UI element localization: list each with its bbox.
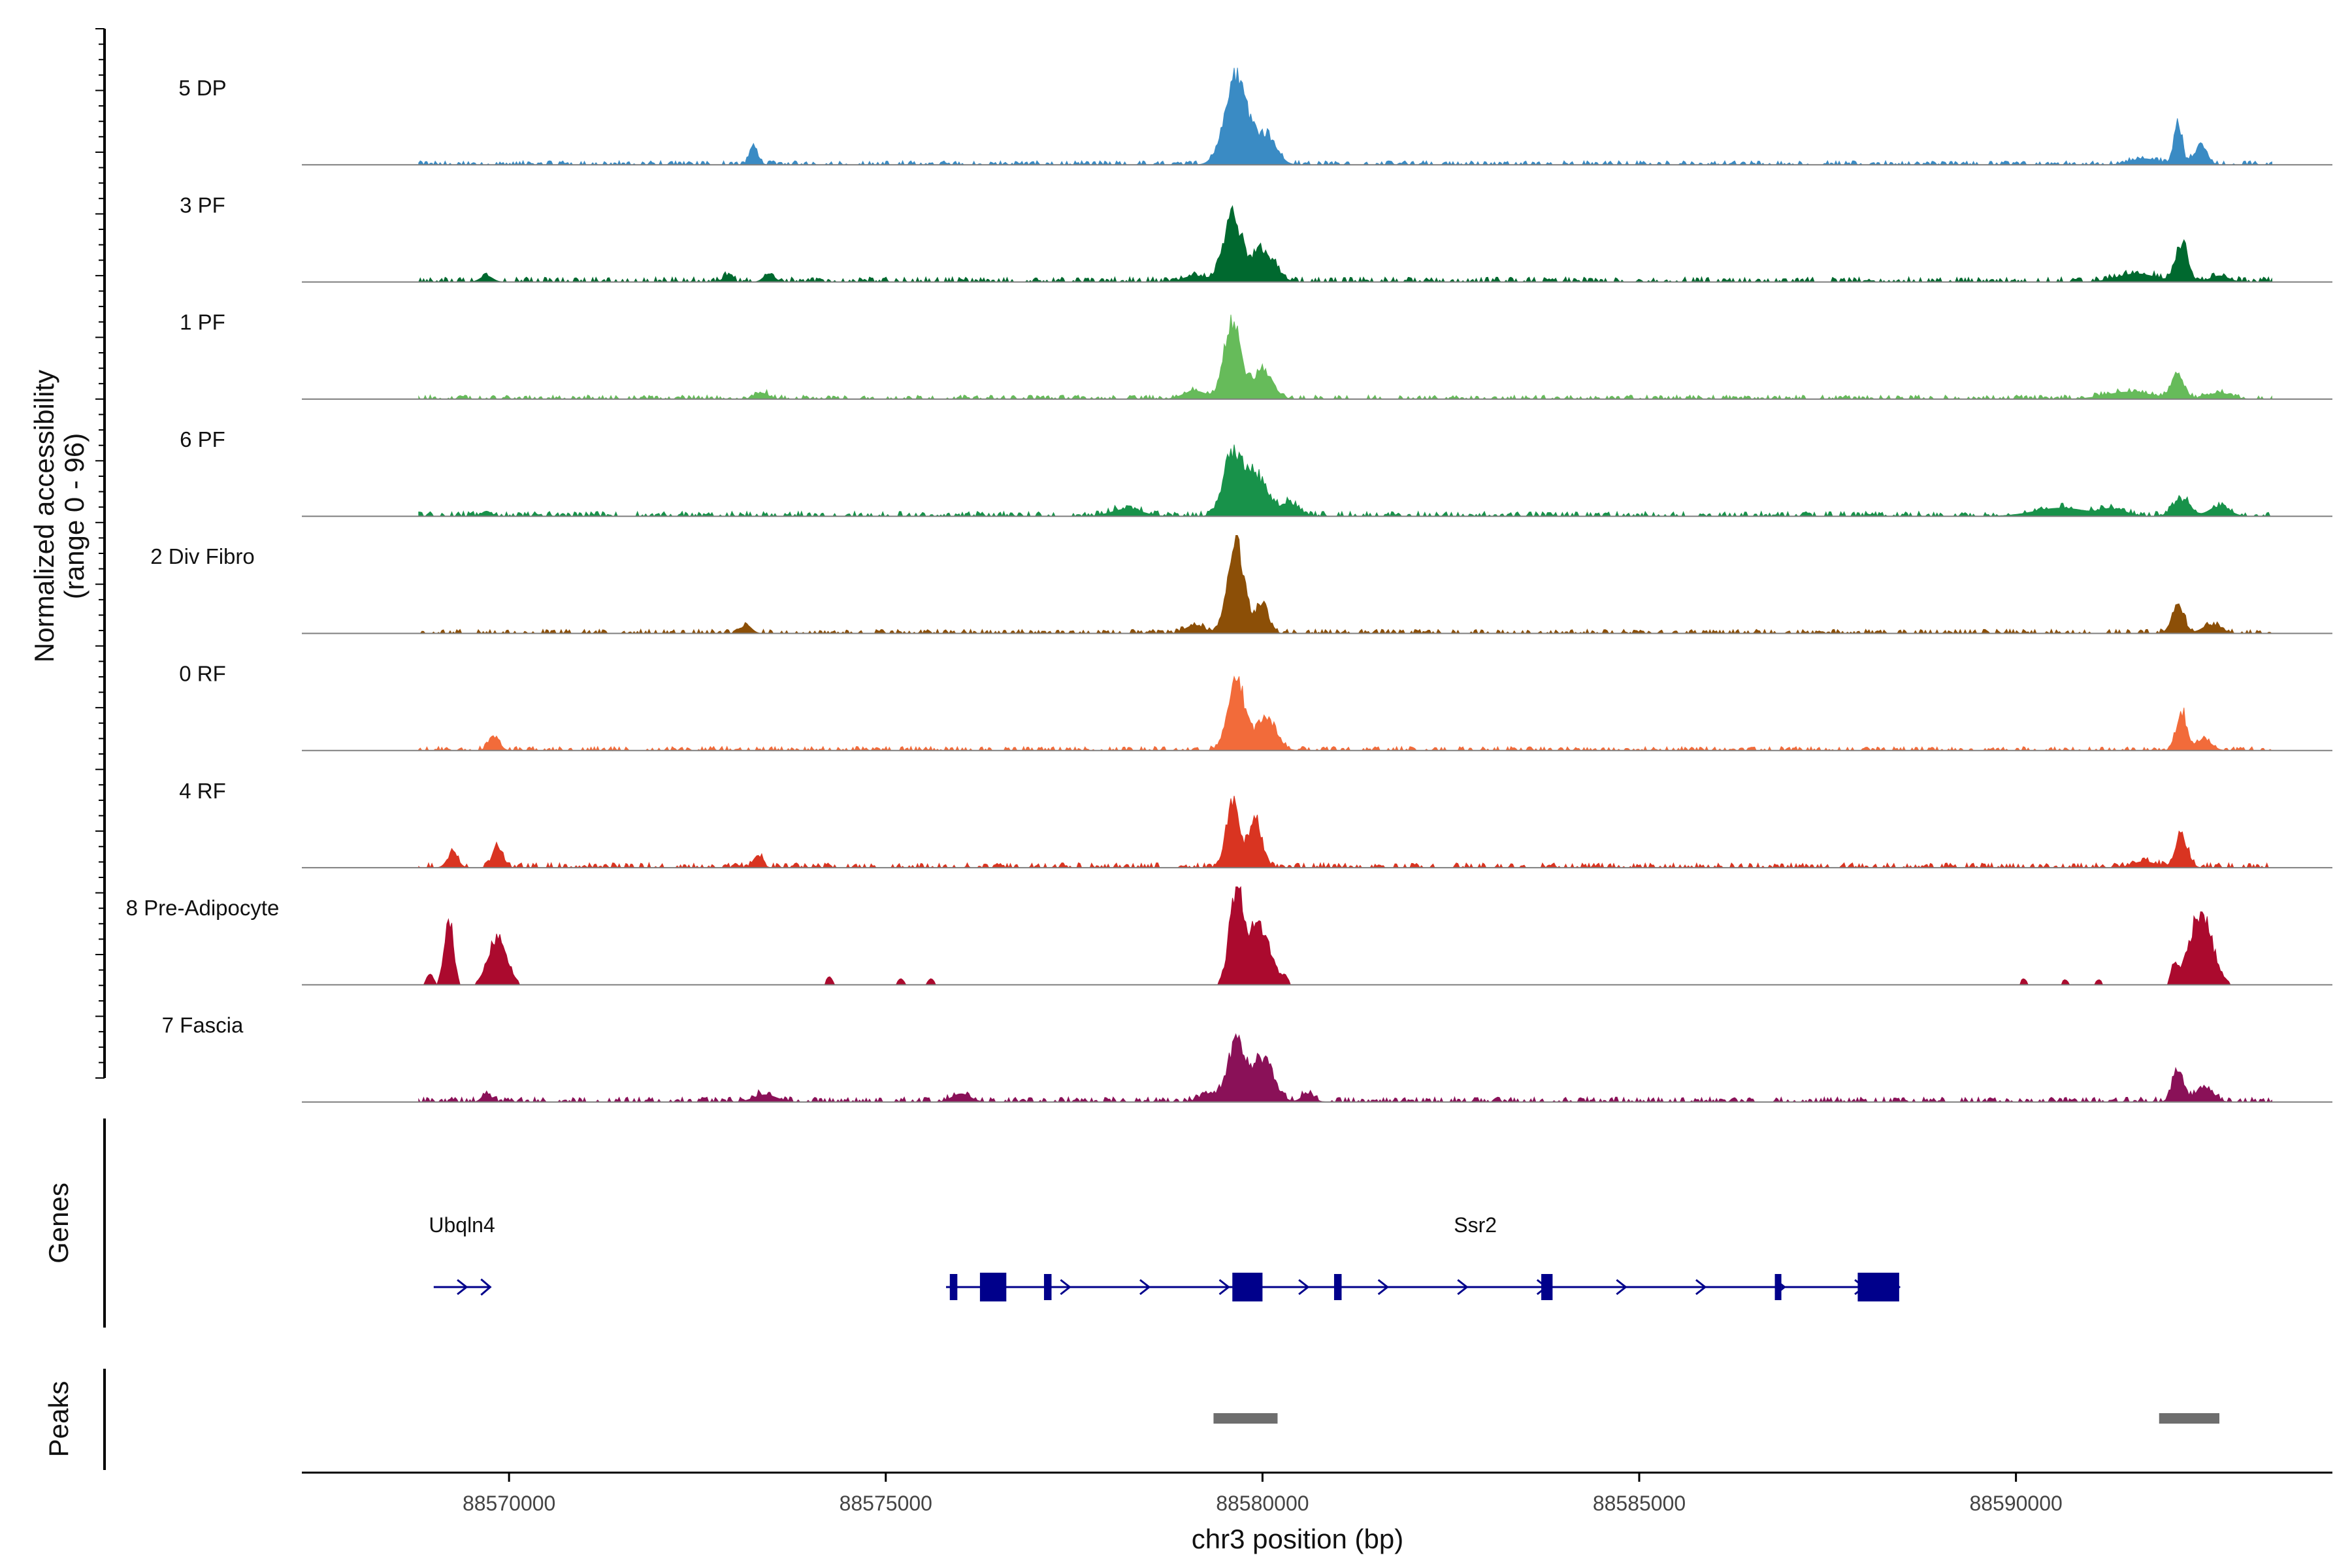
coverage-area-7-fascia [418,1033,2273,1103]
gene-exon-ssr2 [1774,1274,1782,1300]
coverage-area-2-div-fibro [418,535,2272,634]
gene-label-ubqln4: Ubqln4 [429,1213,495,1237]
genes-panel-title-text: Genes [43,1183,74,1264]
gene-strand-arrow [1457,1279,1469,1296]
gene-strand-arrow [1139,1279,1151,1296]
gene-exon-ssr2 [1232,1273,1263,1301]
gene-exon-ssr2 [1043,1274,1052,1300]
coverage-area-3-pf [418,204,2273,284]
x-tick-label-88570000: 88570000 [463,1492,555,1515]
peak-region [1213,1413,1278,1424]
gene-exon-ssr2 [1541,1274,1553,1300]
gene-label-ssr2: Ssr2 [1454,1213,1497,1237]
coverage-area-0-rf [418,675,2272,752]
gene-strand-arrow [1616,1279,1627,1296]
coverage-area-1-pf [418,314,2273,400]
peaks-panel-title: Peaks [43,1381,74,1458]
y-axis-title-line2: (range 0 - 96) [59,433,90,599]
x-tick-label-88585000: 88585000 [1593,1492,1686,1515]
x-tick-label-88575000: 88575000 [840,1492,932,1515]
track-label-8-pre-adipocyte: 8 Pre-Adipocyte [126,896,280,920]
x-tick-label-88590000: 88590000 [1969,1492,2062,1515]
gene-exon-ssr2 [1333,1274,1342,1300]
track-label-2-div-fibro: 2 Div Fibro [150,544,255,568]
coverage-area-5-dp [418,67,2273,166]
coverage-area-8-pre-adipocyte [418,886,2272,986]
gene-end-arrow [480,1278,492,1296]
track-label-1-pf: 1 PF [180,310,225,335]
gene-strand-arrow [1218,1279,1230,1296]
gene-exon-ssr2 [979,1273,1007,1301]
track-label-7-fascia: 7 Fascia [162,1013,244,1037]
track-label-0-rf: 0 RF [179,662,226,686]
genes-panel-title: Genes [43,1183,74,1264]
track-label-4-rf: 4 RF [179,779,226,803]
gene-strand-arrow [1298,1279,1310,1296]
track-label-5-dp: 5 DP [178,76,226,100]
gene-strand-arrow [1377,1279,1390,1296]
y-axis-title-line1: Normalized accessibility [29,370,59,662]
y-axis-title: Normalized accessibility (range 0 - 96) [29,370,90,662]
gene-exon-ssr2 [949,1274,958,1300]
peaks-panel-title-text: Peaks [43,1381,74,1458]
track-label-3-pf: 3 PF [180,193,225,217]
peak-region [2159,1413,2220,1424]
coverage-area-4-rf [418,796,2272,869]
coverage-area-6-pf [418,444,2272,517]
track-label-6-pf: 6 PF [180,427,225,451]
gene-strand-arrow [457,1279,468,1296]
x-axis-title: chr3 position (bp) [1192,1524,1404,1554]
x-tick-label-88580000: 88580000 [1216,1492,1309,1515]
gene-strand-arrow [1060,1279,1071,1296]
gene-strand-arrow [1695,1279,1707,1296]
gene-exon-ssr2 [1857,1273,1899,1301]
